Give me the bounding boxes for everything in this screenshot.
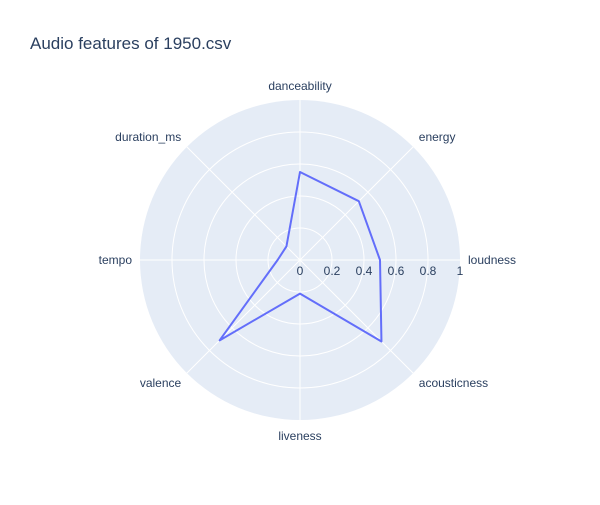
radial-tick-label: 1 — [457, 264, 464, 278]
axis-label-duration_ms: duration_ms — [115, 130, 181, 144]
series-trace — [218, 171, 383, 343]
spoke-valence — [186, 259, 301, 374]
axis-label-valence: valence — [140, 376, 182, 390]
axis-label-tempo: tempo — [99, 253, 133, 267]
axis-label-loudness: loudness — [468, 253, 516, 267]
angular-grid-spokes — [140, 100, 460, 420]
radial-tick-label: 0 — [297, 264, 304, 278]
axis-label-danceability: danceability — [268, 79, 331, 93]
angular-axis-labels: danceability energy loudness acousticness li… — [99, 79, 516, 443]
radial-tick-labels: 0 0.2 0.4 0.6 0.8 1 — [297, 264, 464, 278]
radial-tick-label: 0.4 — [356, 264, 373, 278]
radial-tick-label: 0.8 — [420, 264, 437, 278]
axis-label-liveness: liveness — [278, 429, 321, 443]
radial-tick-label: 0.2 — [324, 264, 341, 278]
radial-tick-label: 0.6 — [388, 264, 405, 278]
axis-label-energy: energy — [419, 130, 456, 144]
chart-title: Audio features of 1950.csv — [30, 34, 232, 53]
spoke-energy — [299, 146, 414, 261]
axis-label-acousticness: acousticness — [419, 376, 488, 390]
spoke-duration_ms — [186, 146, 301, 261]
spoke-acousticness — [299, 259, 414, 374]
